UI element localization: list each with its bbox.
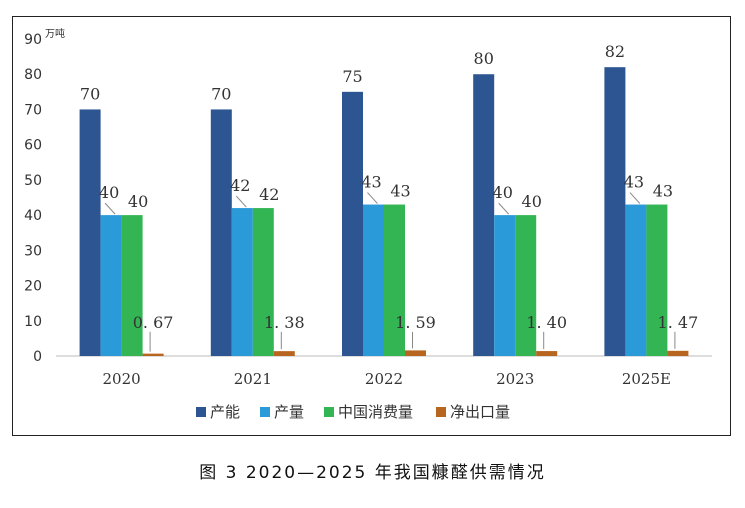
bar-data-label: 40 [522,192,542,211]
bar [142,353,164,356]
bar-data-label: 43 [361,173,381,192]
bar-data-label: 43 [624,173,644,192]
bar-data-label: 43 [653,182,673,201]
bar [231,208,253,356]
bar-data-label: 40 [128,192,148,211]
bar [342,91,363,356]
label-leader-line [498,202,510,215]
bar-data-label: 80 [474,49,494,68]
y-tick-label: 70 [24,102,42,118]
label-leader-line [367,192,378,204]
bar-data-label: 42 [230,176,250,195]
bar [646,204,668,356]
label-leader-line [104,202,116,215]
bar-data-label: 1. 47 [658,313,699,332]
bar [405,350,426,356]
bar-data-label: 1. 38 [264,313,305,332]
bar-data-label: 1. 40 [526,313,567,332]
y-tick-label: 0 [33,349,42,365]
bar-data-label: 75 [342,67,362,86]
label-leader-line [235,195,247,208]
bar [667,350,689,356]
y-tick-label: 50 [24,173,42,189]
y-unit-label: 万吨 [45,27,65,40]
bar-data-label: 1. 59 [395,313,436,332]
y-tick-label: 60 [24,138,42,154]
bar [536,351,558,356]
bar [210,109,232,356]
bar-data-label: 82 [605,42,625,61]
chart-frame [12,16,731,436]
bar-data-label: 70 [211,84,231,103]
y-tick-label: 80 [24,67,42,83]
figure-caption: 图 3 2020—2025 年我国糠醛供需情况 [199,463,546,483]
y-tick-label: 30 [24,243,42,259]
bar [79,109,101,356]
bar-data-label: 42 [259,185,279,204]
legend-label: 产量 [274,403,304,421]
legend-label: 产能 [210,403,240,421]
bar-data-label: 43 [390,182,410,201]
x-tick-label: 2021 [234,370,272,388]
x-tick-label: 2025E [622,370,671,388]
bar [252,208,274,356]
legend-swatch [196,407,206,417]
bar [121,215,143,356]
bar [473,74,495,356]
bar [363,204,384,356]
y-tick-label: 90 [24,32,42,48]
bar-data-label: 40 [493,183,513,202]
y-tick-label: 40 [24,208,42,224]
bar-data-label: 40 [99,183,119,202]
bar-data-label: 70 [80,84,100,103]
x-tick-label: 2022 [365,370,403,388]
bar [273,351,295,356]
y-tick-label: 20 [24,279,42,295]
legend-swatch [436,407,446,417]
bar [384,204,405,356]
legend-swatch [324,407,334,417]
bar [604,67,626,356]
legend-label: 中国消费量 [338,403,413,421]
legend-label: 净出口量 [450,403,510,421]
legend-swatch [260,407,270,417]
bar [625,204,647,356]
bar-data-label: 0. 67 [133,313,174,332]
bar [100,215,122,356]
label-leader-line [629,192,641,204]
bar [494,215,516,356]
x-tick-label: 2020 [103,370,141,388]
bar [515,215,537,356]
x-tick-label: 2023 [496,370,534,388]
y-tick-label: 10 [24,314,42,330]
